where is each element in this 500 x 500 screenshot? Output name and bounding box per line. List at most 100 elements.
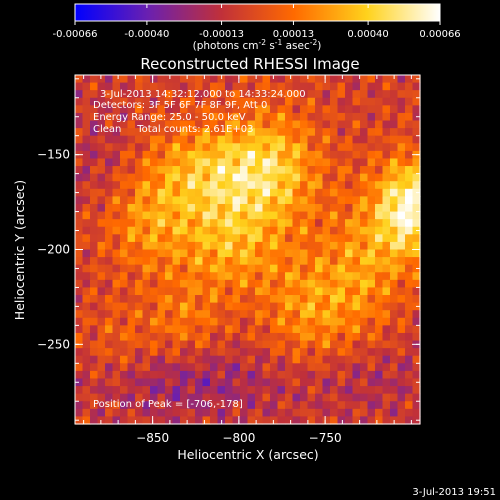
heatmap-cell — [195, 393, 204, 402]
heatmap-cell — [105, 188, 114, 197]
heatmap-cell — [405, 173, 414, 182]
heatmap-cell — [82, 211, 91, 220]
heatmap-cell — [277, 317, 286, 326]
heatmap-cell — [367, 317, 376, 326]
heatmap-cell — [292, 370, 301, 380]
heatmap-cell — [262, 188, 271, 197]
heatmap-cell — [210, 226, 219, 235]
heatmap-cell — [127, 241, 136, 251]
heatmap-cell — [202, 226, 211, 235]
heatmap-cell — [172, 317, 181, 326]
heatmap-cell — [405, 90, 414, 99]
heatmap-cell — [157, 325, 166, 334]
heatmap-cell — [352, 128, 361, 137]
heatmap-cell — [315, 120, 324, 129]
heatmap-cell — [292, 234, 301, 243]
heatmap-cell — [390, 340, 399, 349]
heatmap-cell — [232, 97, 241, 106]
heatmap-cell — [292, 302, 301, 311]
heatmap-cell — [315, 150, 324, 160]
heatmap-cell — [375, 332, 384, 342]
heatmap-cell — [202, 363, 211, 372]
heatmap-cell — [142, 264, 151, 273]
heatmap-cell — [277, 257, 286, 266]
heatmap-cell — [210, 128, 219, 137]
heatmap-cell — [322, 416, 331, 425]
heatmap-cell — [375, 120, 384, 129]
heatmap-cell — [232, 386, 241, 395]
heatmap-cell — [375, 325, 384, 334]
heatmap-cell — [187, 75, 196, 84]
heatmap-cell — [360, 287, 369, 296]
heatmap-cell — [210, 393, 219, 402]
heatmap-cell — [225, 378, 234, 387]
heatmap-cell — [255, 181, 264, 190]
heatmap-cell — [307, 166, 316, 175]
heatmap-cell — [315, 211, 324, 220]
heatmap-cell — [315, 386, 324, 395]
heatmap-cell — [322, 105, 331, 114]
heatmap-cell — [375, 181, 384, 190]
heatmap-cell — [187, 355, 196, 364]
heatmap-cell — [322, 211, 331, 220]
heatmap-cell — [330, 75, 339, 84]
heatmap-cell — [180, 370, 189, 380]
heatmap-cell — [382, 348, 391, 357]
heatmap-cell — [405, 348, 414, 357]
heatmap-cell — [97, 332, 106, 342]
heatmap-cell — [397, 355, 406, 364]
heatmap-cell — [360, 416, 369, 425]
heatmap-cell — [277, 203, 286, 213]
heatmap-cell — [157, 378, 166, 387]
heatmap-cell — [135, 408, 144, 418]
heatmap-cell — [322, 112, 331, 122]
heatmap-cell — [225, 272, 234, 281]
heatmap-cell — [217, 325, 226, 334]
heatmap-cell — [300, 158, 309, 167]
heatmap-cell — [105, 181, 114, 190]
heatmap-cell — [367, 150, 376, 160]
heatmap-cell — [307, 226, 316, 235]
heatmap-cell — [360, 370, 369, 380]
heatmap-cell — [90, 241, 99, 251]
heatmap-cell — [375, 408, 384, 418]
heatmap-cell — [345, 120, 354, 129]
heatmap-cell — [180, 355, 189, 364]
heatmap-cell — [330, 82, 339, 91]
heatmap-cell — [412, 234, 421, 243]
heatmap-cell — [82, 241, 91, 251]
heatmap-cell — [135, 97, 144, 106]
heatmap-cell — [255, 128, 264, 137]
heatmap-cell — [390, 325, 399, 334]
heatmap-cell — [75, 241, 84, 251]
heatmap-cell — [375, 370, 384, 380]
heatmap-cell — [337, 370, 346, 380]
heatmap-cell — [202, 264, 211, 273]
heatmap-cell — [82, 310, 91, 319]
heatmap-cell — [75, 203, 84, 213]
heatmap-cell — [187, 340, 196, 349]
heatmap-cell — [277, 219, 286, 228]
heatmap-cell — [105, 386, 114, 395]
heatmap-cell — [307, 257, 316, 266]
heatmap-cell — [210, 279, 219, 289]
heatmap-cell — [135, 143, 144, 152]
heatmap-cell — [270, 264, 279, 273]
heatmap-cell — [300, 317, 309, 326]
heatmap-cell — [262, 150, 271, 160]
heatmap-cell — [180, 332, 189, 342]
heatmap-cell — [180, 226, 189, 235]
heatmap-cell — [157, 279, 166, 289]
heatmap-cell — [315, 401, 324, 410]
heatmap-cell — [397, 234, 406, 243]
footer-date: 3-Jul-2013 19:51 — [412, 487, 496, 498]
heatmap-cell — [412, 181, 421, 190]
heatmap-cell — [352, 310, 361, 319]
heatmap-cell — [210, 401, 219, 410]
heatmap-cell — [330, 340, 339, 349]
heatmap-cell — [217, 97, 226, 106]
heatmap-cell — [165, 287, 174, 296]
heatmap-cell — [195, 120, 204, 129]
heatmap-cell — [90, 355, 99, 364]
heatmap-cell — [210, 143, 219, 152]
